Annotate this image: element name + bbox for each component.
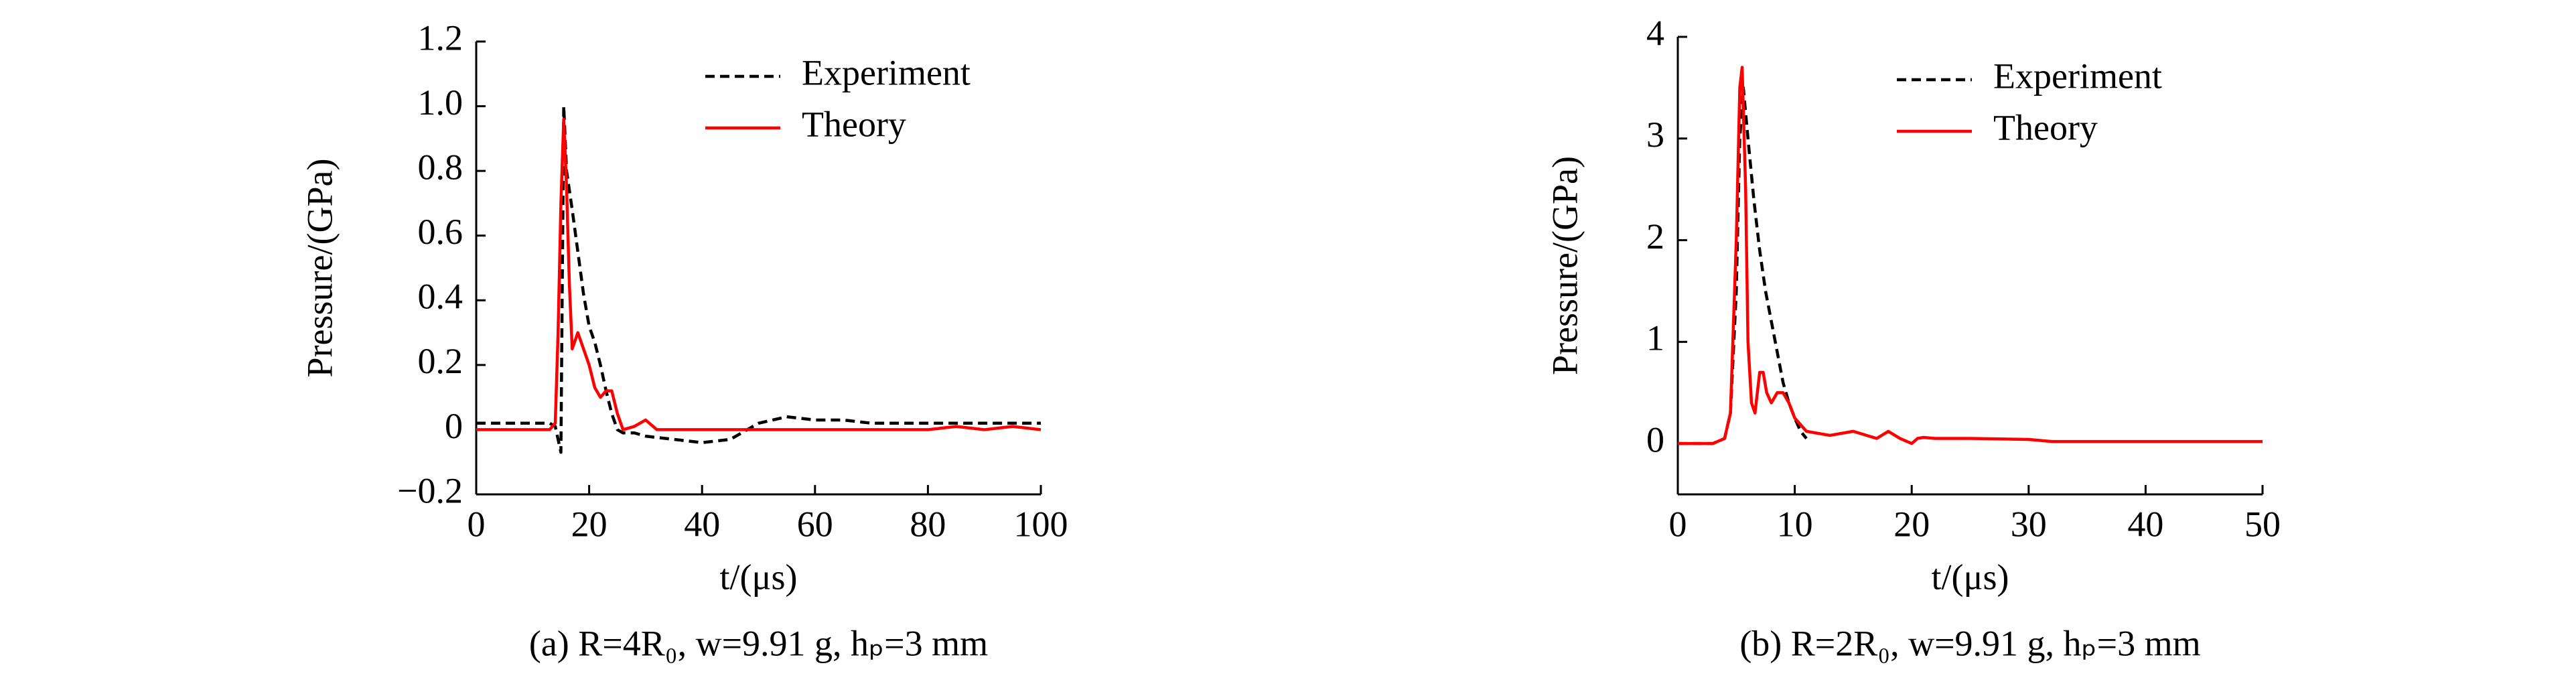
y-tick-label: 3 [1646,115,1664,155]
y-axis-label: Pressure/(GPa) [299,159,340,378]
x-tick-label: 40 [684,504,720,544]
series-line [1678,86,1808,445]
caption: (b) R=2R₀, w=9.91 g, hₚ=3 mm [1739,623,2200,663]
x-tick-label: 80 [910,504,946,544]
legend-label: Theory [802,104,906,144]
x-tick-label: 20 [571,504,607,544]
y-tick-label: 4 [1646,13,1664,53]
x-axis-label: t/(μs) [1932,557,2009,597]
x-tick-label: 0 [468,504,486,544]
x-tick-label: 100 [1014,504,1068,544]
x-tick-label: 10 [1777,504,1813,544]
y-tick-label: 1 [1646,318,1664,358]
caption: (a) R=4R₀, w=9.91 g, hₚ=3 mm [529,623,988,663]
x-tick-label: 30 [2011,504,2047,544]
x-tick-label: 50 [2244,504,2281,544]
y-tick-label: 1.0 [418,82,463,123]
series-line [476,117,1042,431]
x-tick-label: 20 [1893,504,1930,544]
x-tick-label: 40 [2127,504,2163,544]
legend-label: Experiment [802,52,971,92]
y-tick-label: 0 [1646,420,1664,460]
y-tick-label: 0.4 [418,277,463,317]
x-tick-label: 0 [1669,504,1687,544]
y-tick-label: 0.8 [418,147,463,188]
x-axis-label: t/(μs) [720,557,798,597]
y-tick-label: 0 [445,406,463,446]
y-tick-label: 0.6 [418,212,463,252]
series-line [1678,66,2263,445]
y-axis-label: Pressure/(GPa) [1545,156,1585,375]
legend-label: Experiment [1993,56,2162,96]
x-tick-label: 60 [797,504,833,544]
series-line [476,105,1041,454]
y-tick-label: 1.2 [418,17,463,58]
y-tick-label: −0.2 [397,470,463,510]
y-tick-label: 0.2 [418,341,463,381]
legend-label: Theory [1993,107,2098,147]
y-tick-label: 2 [1646,216,1664,257]
